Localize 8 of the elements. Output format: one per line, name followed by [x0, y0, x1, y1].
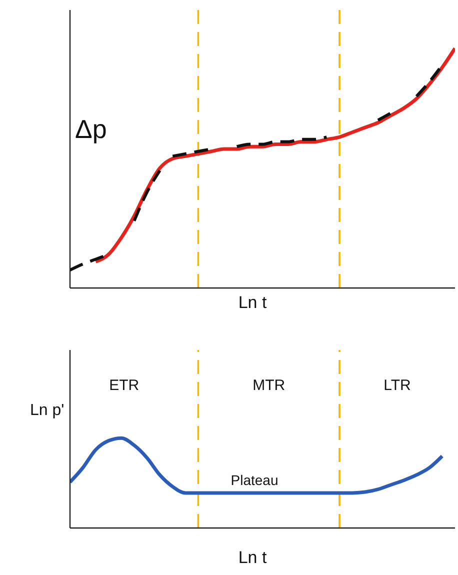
- x-axis-title: Ln t: [238, 548, 267, 567]
- text: LTR: [384, 377, 412, 394]
- text: MTR: [252, 377, 286, 394]
- annotation: Plateau: [230, 472, 278, 488]
- y-axis-title: Δp: [75, 114, 107, 144]
- text: ETR: [109, 377, 140, 394]
- y-axis-title: Ln p': [30, 402, 64, 419]
- x-axis-title: Ln t: [238, 293, 267, 312]
